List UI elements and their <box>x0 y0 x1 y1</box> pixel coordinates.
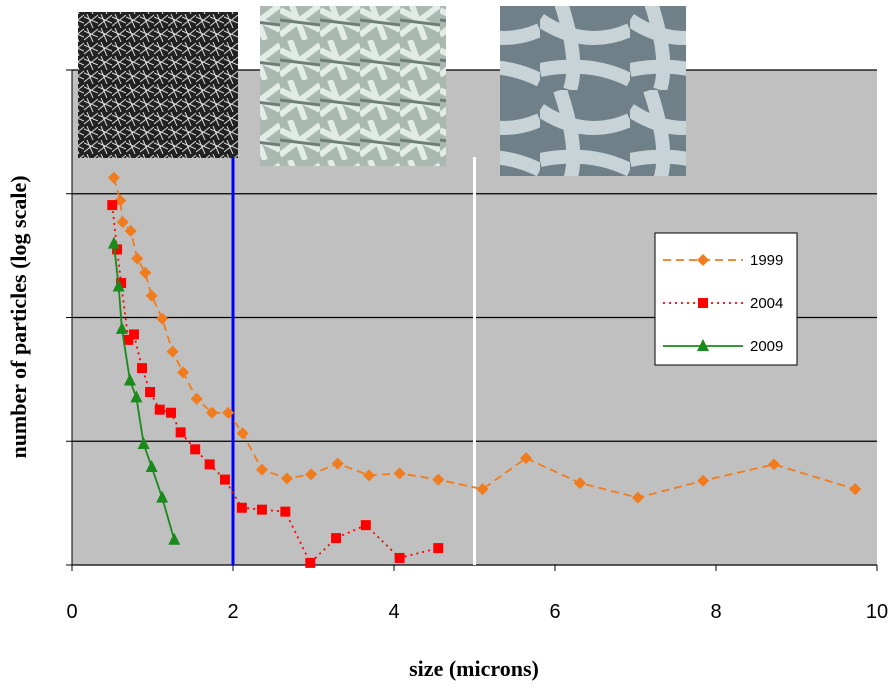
marker <box>175 427 186 438</box>
marker <box>432 473 445 486</box>
marker <box>222 406 235 419</box>
marker <box>206 406 219 419</box>
marker <box>255 463 268 476</box>
marker <box>145 289 158 302</box>
marker <box>107 171 120 184</box>
marker <box>114 194 127 207</box>
marker <box>280 472 293 485</box>
marker <box>130 390 143 403</box>
marker <box>124 225 137 238</box>
marker <box>131 252 144 265</box>
marker <box>128 329 139 340</box>
marker <box>166 345 179 358</box>
x-axis-title: size (microns) <box>409 656 539 681</box>
series-line <box>112 177 856 499</box>
marker <box>360 520 371 531</box>
marker <box>631 491 644 504</box>
marker <box>116 216 129 229</box>
marker <box>331 457 344 470</box>
marker <box>154 404 165 415</box>
marker <box>698 298 708 308</box>
marker <box>280 506 291 517</box>
marker <box>363 469 376 482</box>
marker <box>697 254 709 266</box>
marker <box>393 467 406 480</box>
marker <box>139 266 152 279</box>
marker <box>137 437 150 450</box>
x-tick-label: 0 <box>66 601 77 623</box>
marker <box>433 543 444 554</box>
marker <box>305 468 318 481</box>
x-tick-label: 2 <box>227 601 238 623</box>
marker <box>849 483 862 496</box>
legend-label: 1999 <box>750 252 783 269</box>
x-tick-label: 10 <box>866 601 888 623</box>
marker <box>145 387 156 398</box>
y-axis-title: number of particles (log scale) <box>6 175 31 458</box>
marker <box>204 459 215 470</box>
marker <box>177 366 190 379</box>
marker <box>236 502 247 513</box>
x-tick-label: 6 <box>549 601 560 623</box>
marker <box>305 557 316 568</box>
marker <box>107 200 118 211</box>
marker <box>166 407 177 418</box>
marker <box>115 321 128 334</box>
legend <box>654 232 798 366</box>
marker <box>236 427 249 440</box>
marker <box>137 363 148 374</box>
x-tick-label: 4 <box>388 601 399 623</box>
photo <box>78 12 238 158</box>
x-tick-label: 8 <box>710 601 721 623</box>
marker <box>156 312 169 325</box>
photo <box>260 6 446 166</box>
marker <box>156 490 169 503</box>
marker <box>107 236 120 249</box>
marker <box>331 533 342 544</box>
overlay: 1999 2004 2009 <box>107 157 862 568</box>
marker <box>256 504 267 515</box>
marker <box>112 279 125 292</box>
photo <box>500 6 686 176</box>
legend-label: 2009 <box>750 338 783 355</box>
marker <box>145 459 158 472</box>
marker <box>520 452 533 465</box>
marker <box>219 474 230 485</box>
marker <box>767 458 780 471</box>
marker <box>697 339 709 351</box>
legend-label: 2004 <box>750 295 783 312</box>
marker <box>190 392 203 405</box>
marker <box>168 532 181 545</box>
marker <box>394 552 405 563</box>
marker <box>190 444 201 455</box>
marker <box>476 483 489 496</box>
marker <box>697 474 710 487</box>
marker <box>123 373 136 386</box>
marker <box>573 476 586 489</box>
